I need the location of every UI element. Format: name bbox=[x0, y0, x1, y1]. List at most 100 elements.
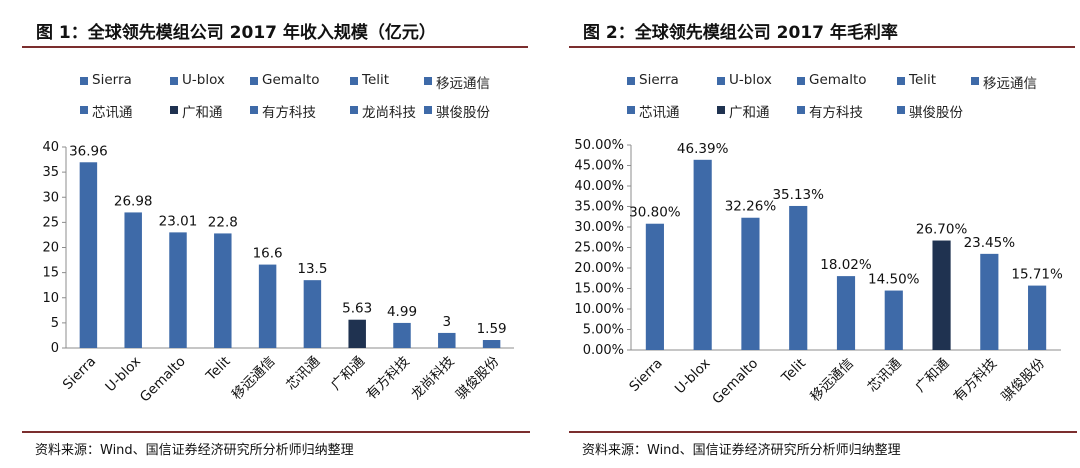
bar-item-2 bbox=[124, 212, 142, 348]
bar-item-10 bbox=[482, 340, 501, 348]
legend-swatch bbox=[350, 106, 358, 114]
x-tick-label: Telit bbox=[202, 354, 233, 385]
legend-label: Sierra bbox=[92, 72, 132, 88]
y-tick-label: 40.00% bbox=[574, 179, 624, 194]
y-tick-label: 15.00% bbox=[574, 282, 624, 297]
x-tick-label: Gemalto bbox=[709, 356, 761, 408]
legend-label: 有方科技 bbox=[809, 105, 863, 121]
legend-label: Telit bbox=[909, 72, 937, 88]
data-label: 18.02% bbox=[820, 257, 872, 273]
data-label: 36.96 bbox=[69, 143, 108, 159]
legend-label: 芯讯通 bbox=[639, 105, 680, 121]
data-label: 14.50% bbox=[868, 272, 920, 288]
bar-item-5 bbox=[258, 264, 277, 348]
y-tick-label: 10.00% bbox=[574, 302, 624, 317]
chart-legend: Sierra U-blox Gemalto Telit 移远通信 芯讯通 广和通 有方科技 骐俊… bbox=[627, 72, 1067, 132]
bar-item-6 bbox=[884, 290, 903, 350]
x-tick-label: U-blox bbox=[102, 354, 144, 396]
legend-label: 广和通 bbox=[729, 105, 770, 121]
bar-chart-gross-margin: 0.00% 5.00% 10.00% 15.00% 20.00% 25.00% 30.00%… bbox=[574, 138, 1063, 408]
title-bar: 图 2：全球领先模组公司 2017 年毛利率 bbox=[569, 12, 1075, 48]
legend-swatch bbox=[717, 106, 725, 114]
legend-swatch bbox=[80, 106, 88, 114]
bar-item-4 bbox=[214, 233, 232, 348]
y-tick-label: 35 bbox=[42, 165, 59, 180]
y-tick-label: 20.00% bbox=[574, 261, 624, 276]
x-tick-label: 骐俊股份 bbox=[453, 353, 503, 403]
x-tick-label: 广和通 bbox=[328, 353, 368, 393]
y-tick-label: 25 bbox=[42, 215, 59, 230]
chart-panel-revenue: 图 1：全球领先模组公司 2017 年收入规模（亿元） Sierra U-blox… bbox=[0, 0, 532, 468]
legend-label: 龙尚科技 bbox=[362, 105, 416, 121]
legend-label: Sierra bbox=[639, 72, 679, 88]
data-label: 26.70% bbox=[916, 222, 968, 238]
legend-label: 移远通信 bbox=[983, 76, 1037, 92]
legend-swatch bbox=[797, 77, 805, 85]
legend-swatch bbox=[424, 106, 432, 114]
legend-swatch bbox=[250, 106, 258, 114]
y-tick-label: 45.00% bbox=[574, 159, 624, 174]
x-tick-label: Sierra bbox=[60, 354, 99, 393]
bar-item-4 bbox=[789, 205, 808, 350]
bar-item-2 bbox=[693, 159, 712, 350]
bar-item-9 bbox=[438, 332, 456, 348]
source-note: 资料来源：Wind、国信证券经济研究所分析师归纳整理 bbox=[35, 443, 354, 458]
data-label: 5.63 bbox=[342, 301, 372, 317]
y-tick-label: 5 bbox=[51, 316, 59, 331]
bar-item-3 bbox=[741, 217, 760, 350]
source-divider bbox=[22, 431, 530, 433]
source-divider bbox=[569, 431, 1077, 433]
y-tick-label: 15 bbox=[42, 266, 59, 281]
chart-panel-margin: 图 2：全球领先模组公司 2017 年毛利率 Sierra U-blox Gemal… bbox=[547, 0, 1079, 468]
legend-swatch bbox=[897, 77, 905, 85]
legend-swatch bbox=[170, 77, 178, 85]
data-label: 16.6 bbox=[253, 246, 283, 262]
legend-label: 广和通 bbox=[182, 105, 223, 121]
x-tick-label: 有方科技 bbox=[363, 353, 413, 403]
bar-item-6 bbox=[303, 280, 322, 348]
legend-label: 骐俊股份 bbox=[436, 105, 490, 121]
x-tick-label: 龙尚科技 bbox=[408, 353, 458, 403]
bar-item-1 bbox=[79, 162, 98, 348]
bar-item-8 bbox=[393, 322, 411, 348]
legend-label: Gemalto bbox=[262, 72, 320, 88]
legend-label: 芯讯通 bbox=[92, 105, 133, 121]
y-tick-label: 10 bbox=[42, 291, 59, 306]
title-bar: 图 1：全球领先模组公司 2017 年收入规模（亿元） bbox=[22, 12, 528, 48]
x-tick-label: 广和通 bbox=[912, 355, 952, 395]
legend-swatch bbox=[250, 77, 258, 85]
bar-chart-revenue: 0 5 10 15 20 25 30 35 40 36.96 Sierra 26.98 U-blox 23… bbox=[42, 140, 514, 406]
legend-swatch bbox=[627, 77, 635, 85]
data-label: 32.26% bbox=[725, 199, 777, 215]
legend-label: 有方科技 bbox=[262, 105, 316, 121]
x-tick-label: Sierra bbox=[626, 356, 665, 395]
bar-item-1 bbox=[645, 223, 664, 350]
x-tick-label: Gemalto bbox=[137, 354, 189, 406]
y-tick-label: 0 bbox=[51, 341, 59, 356]
y-tick-label: 30.00% bbox=[574, 220, 624, 235]
data-label: 13.5 bbox=[297, 261, 327, 277]
x-tick-label: Telit bbox=[778, 356, 809, 387]
y-tick-label: 20 bbox=[42, 241, 59, 256]
legend-swatch bbox=[350, 77, 358, 85]
source-note: 资料来源：Wind、国信证券经济研究所分析师归纳整理 bbox=[582, 443, 901, 458]
x-tick-label: 芯讯通 bbox=[283, 353, 323, 393]
legend-swatch bbox=[424, 77, 432, 85]
bar-item-7 bbox=[348, 319, 366, 348]
legend-label: 骐俊股份 bbox=[909, 105, 963, 121]
y-tick-label: 50.00% bbox=[574, 138, 624, 153]
legend-swatch bbox=[170, 106, 178, 114]
bar-item-9 bbox=[1028, 285, 1047, 350]
data-label: 4.99 bbox=[387, 304, 417, 320]
legend-label: 移远通信 bbox=[436, 76, 490, 92]
data-label: 35.13% bbox=[772, 187, 824, 203]
bar-item-8 bbox=[980, 253, 999, 350]
bar-item-5 bbox=[836, 276, 856, 350]
bar-item-7 bbox=[932, 240, 951, 350]
x-tick-label: 有方科技 bbox=[951, 355, 1001, 405]
x-tick-label: 移远通信 bbox=[807, 356, 856, 405]
chart-title: 图 2：全球领先模组公司 2017 年毛利率 bbox=[583, 23, 898, 43]
y-tick-label: 0.00% bbox=[583, 343, 624, 358]
x-tick-label: 骐俊股份 bbox=[998, 355, 1048, 405]
x-tick-label: U-blox bbox=[672, 356, 714, 398]
